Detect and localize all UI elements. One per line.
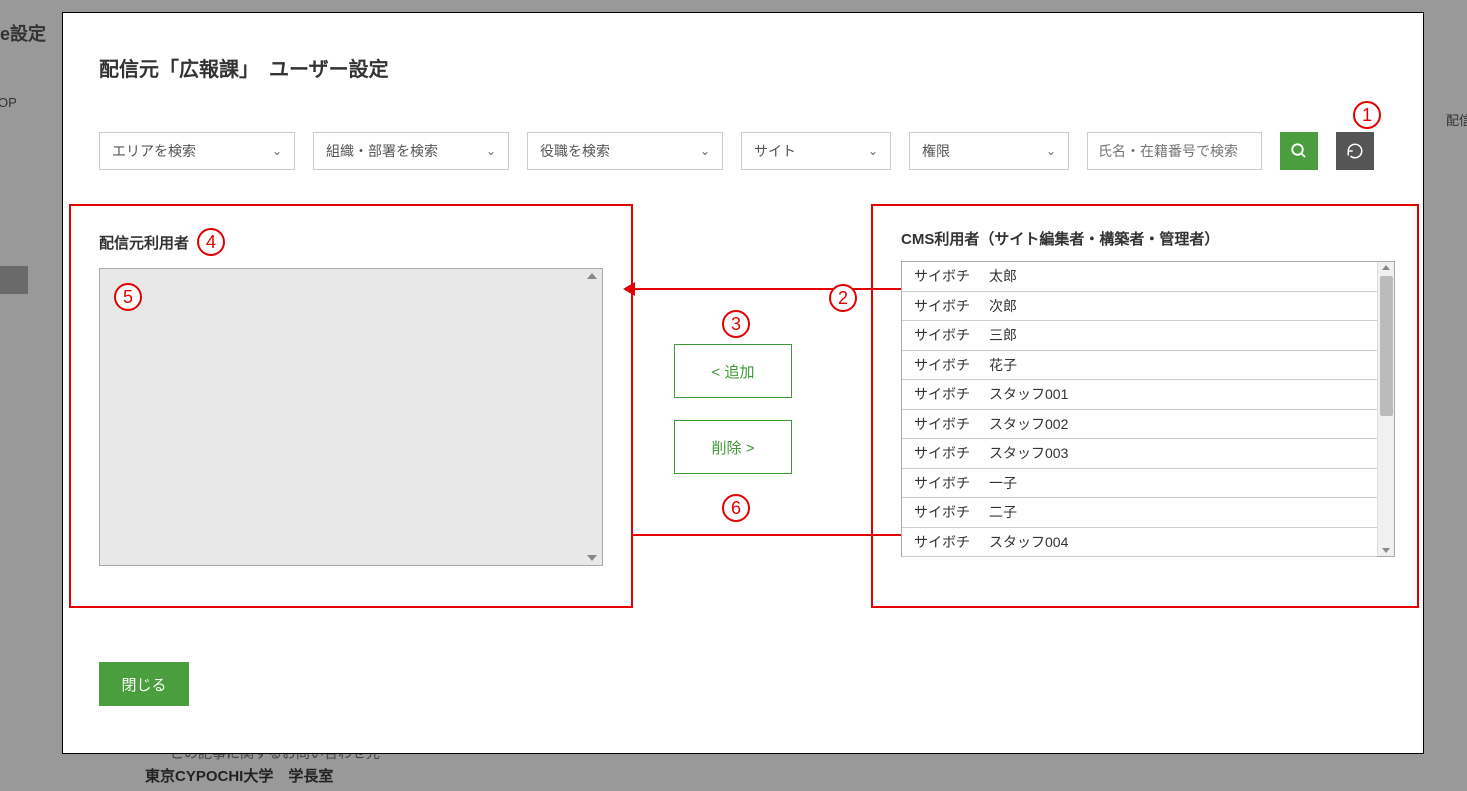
user-row[interactable]: サイボチ次郎 — [902, 292, 1377, 322]
annotation-5: 5 — [114, 283, 142, 311]
annotation-arrow-right — [633, 534, 903, 536]
scroll-up-icon — [587, 273, 597, 279]
user-row[interactable]: サイボチ二子 — [902, 498, 1377, 528]
user-family-name: サイボチ — [914, 473, 989, 493]
user-family-name: サイボチ — [914, 296, 989, 316]
annotation-4: 4 — [197, 228, 225, 256]
user-row[interactable]: サイボチ太郎 — [902, 262, 1377, 292]
right-panel-title: CMS利用者（サイト編集者・構築者・管理者） — [901, 228, 1219, 249]
left-panel-header: 配信元利用者 4 — [71, 206, 631, 268]
modal-footer: 閉じる — [99, 662, 1387, 706]
bg-right-text: 配信 — [1446, 110, 1467, 129]
add-button[interactable]: < 追加 — [674, 344, 792, 398]
annotation-1: 1 — [1353, 101, 1381, 129]
area-dropdown-label: エリアを検索 — [112, 141, 196, 161]
permission-dropdown-label: 権限 — [922, 141, 950, 161]
annotation-2: 2 — [829, 284, 857, 312]
reset-button[interactable] — [1336, 132, 1374, 170]
user-given-name: 二子 — [989, 502, 1017, 522]
chevron-down-icon: ⌄ — [868, 144, 878, 158]
chevron-down-icon: ⌄ — [1046, 144, 1056, 158]
remove-button[interactable]: 削除 > — [674, 420, 792, 474]
user-given-name: 一子 — [989, 473, 1017, 493]
user-list: サイボチ太郎サイボチ次郎サイボチ三郎サイボチ花子サイボチスタッフ001サイボチス… — [902, 262, 1377, 556]
bg-text: OP — [0, 95, 17, 110]
left-panel-title: 配信元利用者 — [99, 232, 189, 253]
org-dropdown-label: 組織・部署を検索 — [326, 141, 438, 161]
site-dropdown-label: サイト — [754, 141, 796, 161]
permission-dropdown[interactable]: 権限 ⌄ — [909, 132, 1069, 170]
user-given-name: スタッフ002 — [989, 414, 1068, 434]
user-family-name: サイボチ — [914, 325, 989, 345]
user-row[interactable]: サイボチスタッフ001 — [902, 380, 1377, 410]
search-filters-row: エリアを検索 ⌄ 組織・部署を検索 ⌄ 役職を検索 ⌄ サイト ⌄ 権限 ⌄ — [99, 132, 1387, 170]
annotation-6: 6 — [722, 494, 750, 522]
user-row[interactable]: サイボチスタッフ004 — [902, 528, 1377, 558]
modal-title: 配信元「広報課」 ユーザー設定 — [99, 53, 1387, 82]
right-panel-header: CMS利用者（サイト編集者・構築者・管理者） — [873, 206, 1417, 261]
user-family-name: サイボチ — [914, 384, 989, 404]
user-family-name: サイボチ — [914, 414, 989, 434]
user-given-name: 次郎 — [989, 296, 1017, 316]
chevron-down-icon: ⌄ — [486, 144, 496, 158]
scroll-up-icon — [1382, 265, 1390, 270]
user-family-name: サイボチ — [914, 502, 989, 522]
transfer-content-area: 3 6 配信元利用者 4 5 < 追加 削除 > 2 CMS利用者（サイト編集者… — [99, 204, 1387, 614]
user-family-name: サイボチ — [914, 532, 989, 552]
scrollbar[interactable] — [1377, 262, 1394, 556]
user-row[interactable]: サイボチ一子 — [902, 469, 1377, 499]
user-given-name: 花子 — [989, 355, 1017, 375]
user-row[interactable]: サイボチスタッフ002 — [902, 410, 1377, 440]
destination-users-listbox[interactable]: 5 — [99, 268, 603, 566]
user-given-name: スタッフ003 — [989, 443, 1068, 463]
name-search-input[interactable] — [1087, 132, 1262, 170]
user-given-name: スタッフ001 — [989, 384, 1068, 404]
user-given-name: スタッフ004 — [989, 532, 1068, 552]
annotation-3: 3 — [722, 310, 750, 338]
user-row[interactable]: サイボチスタッフ003 — [902, 439, 1377, 469]
position-dropdown-label: 役職を検索 — [540, 141, 610, 161]
user-row[interactable]: サイボチ花子 — [902, 351, 1377, 381]
refresh-icon — [1346, 142, 1364, 160]
transfer-buttons: < 追加 削除 > — [674, 344, 794, 474]
cms-users-panel: 2 CMS利用者（サイト編集者・構築者・管理者） サイボチ太郎サイボチ次郎サイボ… — [871, 204, 1419, 608]
close-button[interactable]: 閉じる — [99, 662, 189, 706]
scrollbar-thumb[interactable] — [1380, 276, 1393, 416]
user-family-name: サイボチ — [914, 266, 989, 286]
chevron-down-icon: ⌄ — [272, 144, 282, 158]
user-settings-modal: 1 配信元「広報課」 ユーザー設定 エリアを検索 ⌄ 組織・部署を検索 ⌄ 役職… — [62, 12, 1424, 754]
site-dropdown[interactable]: サイト ⌄ — [741, 132, 891, 170]
chevron-down-icon: ⌄ — [700, 144, 710, 158]
user-row[interactable]: サイボチ三郎 — [902, 321, 1377, 351]
annotation-arrow-left — [633, 288, 903, 290]
area-dropdown[interactable]: エリアを検索 ⌄ — [99, 132, 295, 170]
org-dropdown[interactable]: 組織・部署を検索 ⌄ — [313, 132, 509, 170]
search-icon — [1290, 142, 1308, 160]
user-given-name: 太郎 — [989, 266, 1017, 286]
bg-page-title: ase設定 — [0, 20, 46, 46]
position-dropdown[interactable]: 役職を検索 ⌄ — [527, 132, 723, 170]
search-button[interactable] — [1280, 132, 1318, 170]
bg-bar — [0, 266, 28, 294]
destination-users-panel: 配信元利用者 4 5 — [69, 204, 633, 608]
scroll-down-icon — [1382, 548, 1390, 553]
bg-bottom-title: 東京CYPOCHI大学 学長室 — [145, 765, 333, 786]
user-given-name: 三郎 — [989, 325, 1017, 345]
user-family-name: サイボチ — [914, 443, 989, 463]
cms-users-listbox[interactable]: サイボチ太郎サイボチ次郎サイボチ三郎サイボチ花子サイボチスタッフ001サイボチス… — [901, 261, 1395, 557]
scroll-down-icon — [587, 555, 597, 561]
user-family-name: サイボチ — [914, 355, 989, 375]
